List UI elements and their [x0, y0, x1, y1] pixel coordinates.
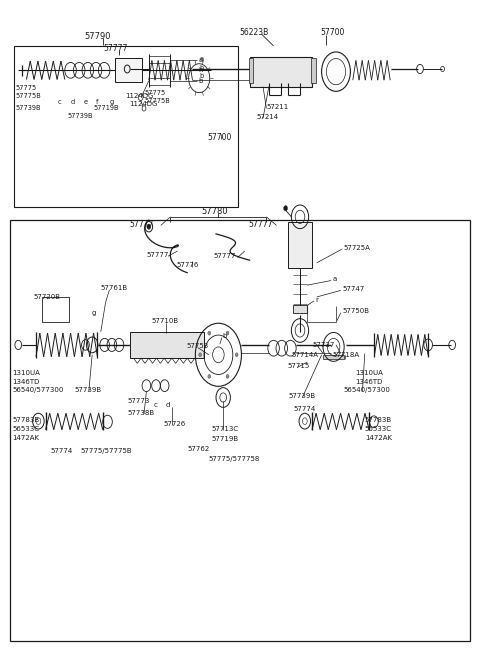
Text: c: c	[58, 99, 61, 105]
Text: 57777: 57777	[130, 219, 154, 229]
Text: 57700: 57700	[321, 28, 345, 37]
Bar	[130, 332, 204, 358]
Text: 1346TD: 1346TD	[12, 378, 39, 385]
Text: 57777: 57777	[249, 219, 273, 229]
Text: a: a	[333, 276, 337, 283]
Text: 57773: 57773	[127, 397, 150, 404]
Text: 57780: 57780	[202, 207, 228, 216]
Text: d: d	[71, 99, 75, 105]
Text: 57739B: 57739B	[15, 104, 41, 111]
Text: 57774: 57774	[50, 448, 72, 455]
Text: 57762: 57762	[187, 446, 209, 453]
Text: 57710B: 57710B	[152, 318, 179, 325]
Bar	[311, 58, 316, 83]
Circle shape	[208, 374, 211, 378]
Text: h: h	[198, 67, 203, 74]
Text: 57775B: 57775B	[144, 97, 170, 104]
Bar	[323, 355, 344, 359]
Bar	[249, 58, 253, 83]
Text: 56533C: 56533C	[365, 426, 392, 432]
Bar	[14, 46, 238, 207]
Text: 57738B: 57738B	[127, 409, 155, 416]
Text: a: a	[198, 57, 203, 63]
Circle shape	[199, 353, 202, 357]
Text: 57747: 57747	[342, 286, 364, 292]
Text: 57719B: 57719B	[94, 104, 119, 111]
Text: 1310UA: 1310UA	[12, 370, 40, 376]
Text: 57774: 57774	[294, 405, 316, 412]
Text: 57783B: 57783B	[365, 417, 392, 424]
Bar	[10, 220, 470, 641]
Text: 57739B: 57739B	[67, 112, 93, 119]
Text: 57714A: 57714A	[291, 352, 318, 359]
Text: 1124DG: 1124DG	[125, 93, 153, 99]
Circle shape	[226, 331, 229, 335]
Text: b: b	[198, 78, 203, 84]
Text: 57775/57775B: 57775/57775B	[81, 448, 132, 455]
Text: 57718A: 57718A	[332, 352, 360, 359]
Bar	[288, 222, 312, 268]
Text: 1346TD: 1346TD	[355, 378, 383, 385]
Text: 57783B: 57783B	[12, 417, 39, 424]
Text: 57214: 57214	[257, 114, 279, 120]
Text: 57719B: 57719B	[211, 436, 239, 442]
Circle shape	[235, 353, 238, 357]
Text: a: a	[199, 56, 204, 62]
Text: 57737: 57737	[312, 342, 335, 348]
Text: f: f	[96, 99, 98, 105]
Circle shape	[226, 374, 229, 378]
Text: e: e	[84, 99, 88, 105]
Text: 56540/57300: 56540/57300	[343, 387, 390, 394]
Circle shape	[284, 206, 288, 211]
Text: 57790: 57790	[84, 32, 110, 41]
Text: 1124DG: 1124DG	[130, 101, 158, 108]
Circle shape	[208, 331, 211, 335]
Text: 56533C: 56533C	[12, 426, 39, 432]
Text: 57761B: 57761B	[101, 285, 128, 292]
Text: 1310UA: 1310UA	[355, 370, 383, 376]
Text: g: g	[109, 99, 114, 105]
Text: 57720B: 57720B	[34, 294, 60, 300]
Text: 57713C: 57713C	[211, 426, 239, 432]
Text: 57739B: 57739B	[74, 387, 102, 394]
Text: 1472AK: 1472AK	[365, 434, 392, 441]
Text: 57715: 57715	[287, 363, 309, 369]
Text: 57725A: 57725A	[343, 244, 370, 251]
Text: 57776: 57776	[177, 262, 199, 269]
Text: d: d	[166, 402, 170, 409]
Text: 1472AK: 1472AK	[12, 434, 39, 441]
Text: b: b	[222, 332, 227, 339]
Bar	[250, 57, 312, 87]
Bar	[293, 305, 307, 313]
Text: 57775: 57775	[144, 90, 165, 97]
Text: 57211: 57211	[266, 104, 288, 110]
Text: b: b	[199, 73, 204, 79]
Text: 56223B: 56223B	[239, 28, 268, 37]
Text: 57753: 57753	[186, 343, 208, 350]
Bar	[42, 297, 69, 322]
Text: 57750B: 57750B	[342, 308, 369, 315]
Text: 56540/577300: 56540/577300	[12, 387, 63, 394]
Text: c: c	[154, 402, 157, 409]
Text: 57777: 57777	[103, 44, 128, 53]
Text: 57775/577758: 57775/577758	[209, 455, 260, 462]
Text: 57739B: 57739B	[288, 393, 315, 399]
Text: 57777: 57777	[214, 253, 236, 260]
Text: h: h	[199, 64, 204, 71]
Text: 57775B: 57775B	[15, 93, 41, 99]
Bar	[115, 58, 142, 82]
Text: 57775: 57775	[15, 85, 36, 91]
Text: 57726: 57726	[163, 420, 185, 427]
Text: g: g	[91, 309, 96, 316]
Text: 57777: 57777	[146, 252, 169, 258]
Text: r: r	[315, 296, 318, 303]
Text: 57700: 57700	[207, 133, 232, 143]
Circle shape	[147, 224, 151, 229]
